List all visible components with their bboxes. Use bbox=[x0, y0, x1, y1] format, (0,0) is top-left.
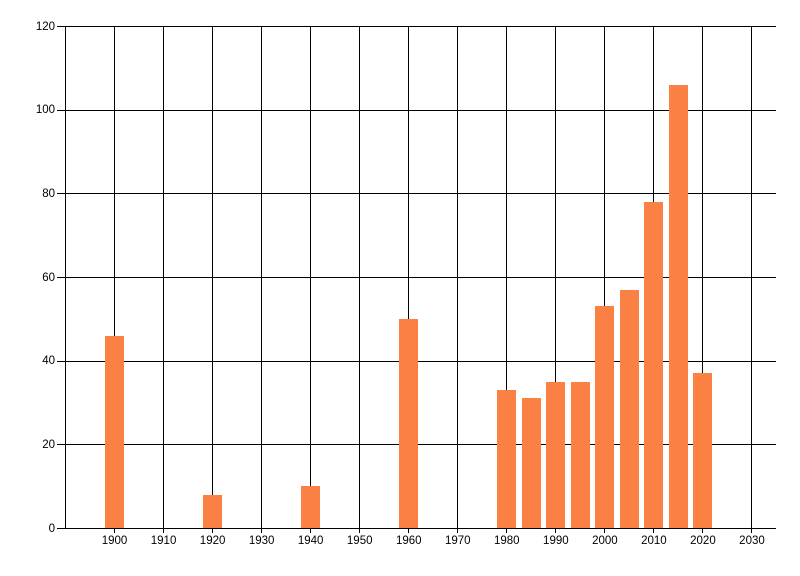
bar-1980 bbox=[497, 389, 517, 528]
x-gridline-1970 bbox=[457, 26, 459, 533]
y-tick-label-0: 0 bbox=[48, 522, 55, 535]
x-tick-label-1940: 1940 bbox=[297, 535, 324, 547]
x-tick-label-1900: 1900 bbox=[101, 535, 128, 547]
bar-2020 bbox=[693, 373, 713, 528]
y-tick-label-20: 20 bbox=[42, 438, 55, 451]
y-axis bbox=[65, 26, 66, 529]
x-gridline-2030 bbox=[751, 26, 753, 533]
y-tick-label-40: 40 bbox=[42, 355, 55, 368]
y-gridline-100 bbox=[57, 109, 776, 111]
x-tick-label-2010: 2010 bbox=[641, 535, 667, 547]
x-gridline-1930 bbox=[261, 26, 263, 533]
bar-1990 bbox=[546, 381, 566, 528]
bar-2000 bbox=[595, 306, 615, 528]
x-gridline-1910 bbox=[163, 26, 165, 533]
x-tick-label-1970: 1970 bbox=[444, 535, 471, 547]
x-tick-label-1910: 1910 bbox=[150, 535, 177, 547]
x-gridline-1990 bbox=[555, 26, 557, 533]
x-tick-label-2000: 2000 bbox=[592, 535, 618, 547]
y-tick-label-120: 120 bbox=[35, 20, 55, 33]
bar-1960 bbox=[399, 318, 419, 528]
y-gridline-60 bbox=[57, 277, 776, 278]
x-gridline-1960 bbox=[408, 26, 410, 533]
x-tick-label-1920: 1920 bbox=[199, 535, 226, 547]
x-gridline-1980 bbox=[506, 26, 508, 533]
x-axis bbox=[57, 528, 776, 529]
x-gridline-1950 bbox=[359, 26, 361, 533]
bar-2015 bbox=[668, 84, 688, 528]
bar-2010 bbox=[644, 201, 664, 528]
y-tick-label-80: 80 bbox=[42, 187, 55, 200]
x-gridline-1940 bbox=[310, 26, 312, 533]
y-gridline-80 bbox=[57, 193, 776, 195]
x-tick-label-1980: 1980 bbox=[494, 535, 520, 547]
x-tick-label-1990: 1990 bbox=[543, 535, 569, 547]
y-tick-label-60: 60 bbox=[42, 271, 55, 284]
x-tick-label-1930: 1930 bbox=[248, 535, 275, 547]
bar-1995 bbox=[570, 381, 590, 528]
y-tick-label-100: 100 bbox=[35, 104, 55, 117]
x-gridline-1900 bbox=[114, 26, 116, 533]
x-tick-label-1960: 1960 bbox=[395, 535, 422, 547]
x-gridline-2000 bbox=[604, 26, 606, 533]
x-gridline-1920 bbox=[212, 26, 214, 533]
bar-1985 bbox=[521, 398, 541, 528]
x-tick-label-2030: 2030 bbox=[739, 535, 765, 547]
x-gridline-2020 bbox=[702, 26, 704, 533]
bar-1920 bbox=[203, 494, 223, 528]
bar-2005 bbox=[619, 289, 639, 528]
y-gridline-120 bbox=[57, 26, 776, 27]
bar-1900 bbox=[105, 335, 125, 528]
x-tick-label-1950: 1950 bbox=[346, 535, 373, 547]
x-tick-label-2020: 2020 bbox=[690, 535, 716, 547]
bar-1940 bbox=[301, 486, 321, 528]
